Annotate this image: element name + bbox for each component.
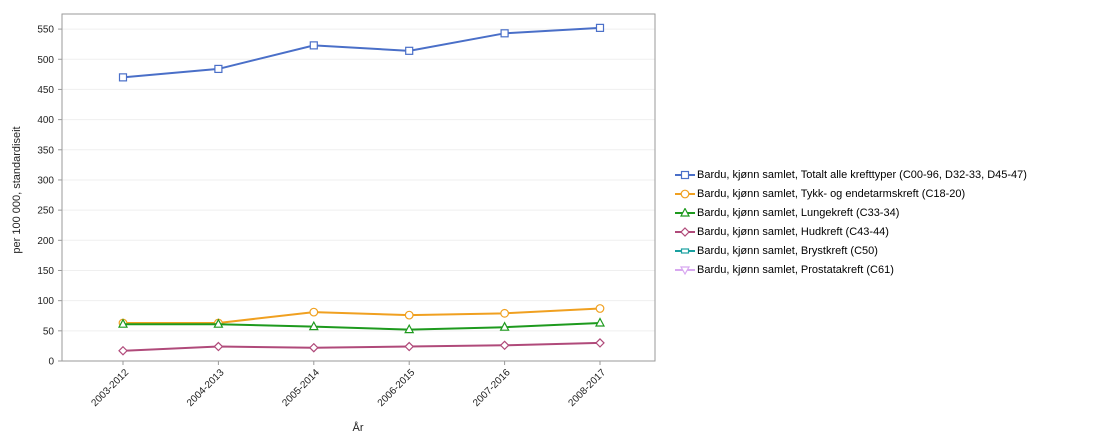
y-tick-label: 100	[37, 296, 54, 307]
data-point-diamond	[118, 345, 128, 356]
y-tick-label: 150	[37, 266, 54, 277]
series-lines	[118, 23, 605, 356]
x-axis-ticks: 2003-2012 2004-2013 2005-2014 2006-2015 2007…	[90, 361, 609, 409]
data-point-circle	[309, 307, 319, 317]
line-chart: 0 50 100 150 200 250 300 350 400 450 500 550 2003-2…	[11, 13, 656, 434]
legend-label: Bardu, kjønn samlet, Totalt alle kreftty…	[697, 168, 1027, 181]
data-point-triangle	[595, 317, 605, 327]
data-point-circle	[595, 304, 605, 313]
series-3	[118, 338, 605, 356]
data-point-square	[405, 46, 414, 55]
legend-swatch	[675, 226, 695, 237]
legend-swatch	[675, 247, 695, 254]
legend-item[interactable]: Bardu, kjønn samlet, Lungekreft (C33-34)	[675, 203, 1027, 222]
x-tick-label: 2006-2015	[376, 367, 418, 409]
series-line	[122, 26, 601, 79]
legend-item[interactable]: Bardu, kjønn samlet, Totalt alle kreftty…	[675, 165, 1027, 184]
data-point-triangle	[118, 318, 128, 328]
data-point-triangle	[213, 318, 224, 328]
x-tick-label: 2003-2012	[90, 367, 132, 409]
data-point-triangle	[308, 320, 319, 331]
data-point-square	[500, 29, 509, 38]
y-axis-ticks: 0 50 100 150 200 250 300 350 400 450 500 550	[37, 25, 62, 368]
legend-item[interactable]: Bardu, kjønn samlet, Hudkreft (C43-44)	[675, 222, 1027, 241]
legend-label: Bardu, kjønn samlet, Prostatakreft (C61)	[697, 263, 894, 276]
legend-label: Bardu, kjønn samlet, Lungekreft (C33-34)	[697, 206, 900, 219]
data-point-diamond	[213, 341, 224, 352]
legend-label: Bardu, kjønn samlet, Brystkreft (C50)	[697, 244, 878, 257]
data-point-triangle	[404, 323, 415, 334]
legend-label: Bardu, kjønn samlet, Tykk- og endetarmsk…	[697, 187, 966, 200]
data-point-diamond	[308, 342, 319, 353]
legend-swatch	[675, 265, 695, 275]
data-point-triangle	[499, 321, 510, 331]
legend-label: Bardu, kjønn samlet, Hudkreft (C43-44)	[697, 225, 889, 238]
y-tick-label: 500	[37, 55, 54, 66]
data-point-diamond	[404, 341, 415, 352]
y-tick-label: 0	[48, 357, 54, 368]
series-line	[123, 321, 601, 331]
legend-item[interactable]: Bardu, kjønn samlet, Tykk- og endetarmsk…	[675, 184, 1027, 203]
legend-swatch	[675, 170, 695, 179]
series-0	[118, 23, 605, 82]
legend: Bardu, kjønn samlet, Totalt alle kreftty…	[675, 165, 1027, 279]
y-tick-label: 450	[37, 85, 54, 96]
series-2	[118, 317, 605, 334]
y-tick-label: 350	[37, 145, 54, 156]
data-point-rect	[680, 247, 690, 254]
data-point-square	[118, 73, 128, 82]
legend-swatch	[675, 207, 695, 217]
x-tick-label: 2007-2016	[471, 367, 513, 409]
x-tick-label: 2005-2014	[280, 367, 322, 409]
y-tick-label: 50	[43, 326, 55, 337]
data-point-circle	[500, 308, 510, 318]
data-point-circle	[680, 189, 690, 198]
y-tick-label: 550	[37, 25, 54, 36]
data-point-square	[309, 41, 318, 50]
data-point-triangle	[680, 207, 690, 217]
data-point-diamond	[595, 338, 605, 348]
x-axis-title: År	[353, 421, 364, 434]
series-line	[122, 341, 601, 352]
x-tick-label: 2008-2017	[567, 367, 609, 409]
data-point-circle	[404, 310, 414, 320]
legend-swatch	[675, 189, 695, 198]
plot-area-frame	[61, 13, 656, 362]
series-line	[123, 307, 601, 324]
data-point-square	[680, 170, 690, 179]
x-tick-label: 2004-2013	[185, 367, 227, 409]
data-point-triangle-down	[679, 265, 691, 275]
y-tick-label: 200	[37, 236, 54, 247]
legend-item[interactable]: Bardu, kjønn samlet, Brystkreft (C50)	[675, 241, 1027, 260]
y-axis-title: per 100 000, standardiseit	[11, 126, 23, 253]
legend-item[interactable]: Bardu, kjønn samlet, Prostatakreft (C61)	[675, 260, 1027, 279]
data-point-square	[595, 23, 605, 32]
y-tick-label: 300	[37, 175, 54, 186]
gridlines	[62, 28, 655, 332]
y-tick-label: 250	[37, 206, 54, 217]
data-point-square	[214, 64, 223, 74]
data-point-diamond	[680, 226, 690, 237]
y-tick-label: 400	[37, 115, 54, 126]
data-point-diamond	[499, 340, 510, 351]
